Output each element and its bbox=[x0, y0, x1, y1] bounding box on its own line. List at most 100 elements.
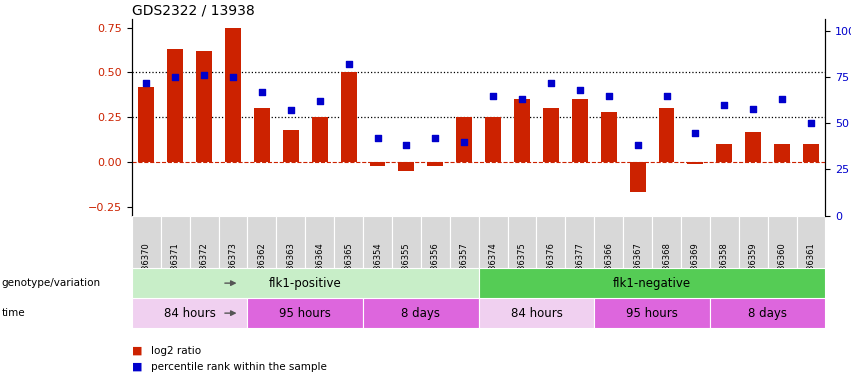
Text: GSM86361: GSM86361 bbox=[807, 242, 815, 288]
Bar bbox=[392, 216, 421, 268]
Text: 95 hours: 95 hours bbox=[626, 307, 678, 320]
Bar bbox=[168, 49, 183, 162]
Bar bbox=[710, 216, 739, 268]
Bar bbox=[803, 144, 819, 162]
Text: GSM86372: GSM86372 bbox=[200, 242, 208, 288]
Point bbox=[660, 93, 673, 99]
Point bbox=[515, 96, 528, 102]
Bar bbox=[797, 216, 825, 268]
Bar bbox=[421, 216, 450, 268]
Bar bbox=[277, 216, 306, 268]
Text: ■: ■ bbox=[132, 346, 142, 355]
Bar bbox=[306, 216, 334, 268]
Text: GSM86367: GSM86367 bbox=[633, 242, 643, 288]
Bar bbox=[427, 162, 443, 165]
Text: GSM86365: GSM86365 bbox=[344, 242, 353, 288]
Text: flk1-positive: flk1-positive bbox=[269, 277, 341, 290]
Point bbox=[255, 89, 269, 95]
Bar bbox=[161, 216, 190, 268]
Text: GSM86369: GSM86369 bbox=[691, 242, 700, 288]
Text: 84 hours: 84 hours bbox=[511, 307, 563, 320]
Bar bbox=[739, 216, 768, 268]
Text: GSM86359: GSM86359 bbox=[749, 242, 757, 288]
Bar bbox=[132, 216, 161, 268]
Bar bbox=[311, 117, 328, 162]
Text: GSM86354: GSM86354 bbox=[373, 242, 382, 288]
Bar bbox=[340, 72, 357, 162]
Text: GSM86376: GSM86376 bbox=[546, 242, 556, 288]
Bar bbox=[572, 99, 588, 162]
Text: 84 hours: 84 hours bbox=[163, 307, 215, 320]
Point bbox=[602, 93, 615, 99]
Point bbox=[631, 142, 644, 148]
Point bbox=[342, 61, 356, 67]
Text: GSM86355: GSM86355 bbox=[402, 242, 411, 288]
Bar bbox=[594, 216, 623, 268]
Point bbox=[140, 80, 153, 86]
Bar bbox=[398, 162, 414, 171]
Text: percentile rank within the sample: percentile rank within the sample bbox=[151, 362, 327, 372]
Bar bbox=[197, 51, 212, 162]
Point bbox=[717, 102, 731, 108]
Bar bbox=[283, 130, 299, 162]
Text: GSM86377: GSM86377 bbox=[575, 242, 585, 288]
Text: GSM86370: GSM86370 bbox=[142, 242, 151, 288]
Bar bbox=[456, 117, 472, 162]
Point bbox=[313, 98, 327, 104]
Text: GSM86360: GSM86360 bbox=[778, 242, 786, 288]
Bar bbox=[543, 108, 559, 162]
Bar bbox=[369, 162, 386, 165]
Text: flk1-negative: flk1-negative bbox=[613, 277, 691, 290]
Bar bbox=[688, 162, 704, 164]
Text: GSM86374: GSM86374 bbox=[488, 242, 498, 288]
Bar bbox=[226, 28, 241, 162]
Point bbox=[486, 93, 500, 99]
Bar bbox=[659, 108, 675, 162]
Point bbox=[804, 120, 818, 126]
Bar bbox=[190, 216, 219, 268]
Bar bbox=[774, 144, 790, 162]
Point bbox=[458, 139, 471, 145]
Bar bbox=[681, 216, 710, 268]
Bar bbox=[363, 298, 478, 328]
Bar bbox=[478, 298, 594, 328]
Text: 95 hours: 95 hours bbox=[279, 307, 331, 320]
Point bbox=[284, 107, 298, 113]
Text: GSM86371: GSM86371 bbox=[171, 242, 180, 288]
Bar bbox=[219, 216, 248, 268]
Bar bbox=[139, 87, 154, 162]
Bar bbox=[768, 216, 797, 268]
Bar bbox=[450, 216, 478, 268]
Bar bbox=[478, 216, 507, 268]
Text: GSM86356: GSM86356 bbox=[431, 242, 440, 288]
Point bbox=[775, 96, 789, 102]
Bar bbox=[652, 216, 681, 268]
Text: GSM86368: GSM86368 bbox=[662, 242, 671, 288]
Bar bbox=[623, 216, 652, 268]
Point bbox=[197, 72, 211, 78]
Bar bbox=[334, 216, 363, 268]
Text: 8 days: 8 days bbox=[402, 307, 440, 320]
Bar bbox=[745, 132, 761, 162]
Bar bbox=[630, 162, 646, 192]
Text: genotype/variation: genotype/variation bbox=[2, 278, 100, 288]
Bar bbox=[514, 99, 530, 162]
Text: GSM86375: GSM86375 bbox=[517, 242, 527, 288]
Point bbox=[573, 87, 586, 93]
Text: GSM86358: GSM86358 bbox=[720, 242, 728, 288]
Text: GSM86373: GSM86373 bbox=[229, 242, 237, 288]
Bar bbox=[254, 108, 270, 162]
Text: GSM86366: GSM86366 bbox=[604, 242, 614, 288]
Text: GSM86364: GSM86364 bbox=[315, 242, 324, 288]
Point bbox=[226, 74, 240, 80]
Point bbox=[746, 106, 760, 112]
Text: GSM86357: GSM86357 bbox=[460, 242, 469, 288]
Text: GSM86362: GSM86362 bbox=[258, 242, 266, 288]
Bar bbox=[485, 117, 501, 162]
Point bbox=[429, 135, 443, 141]
Bar bbox=[478, 268, 825, 298]
Bar bbox=[717, 144, 732, 162]
Point bbox=[371, 135, 385, 141]
Text: 8 days: 8 days bbox=[748, 307, 787, 320]
Bar bbox=[248, 298, 363, 328]
